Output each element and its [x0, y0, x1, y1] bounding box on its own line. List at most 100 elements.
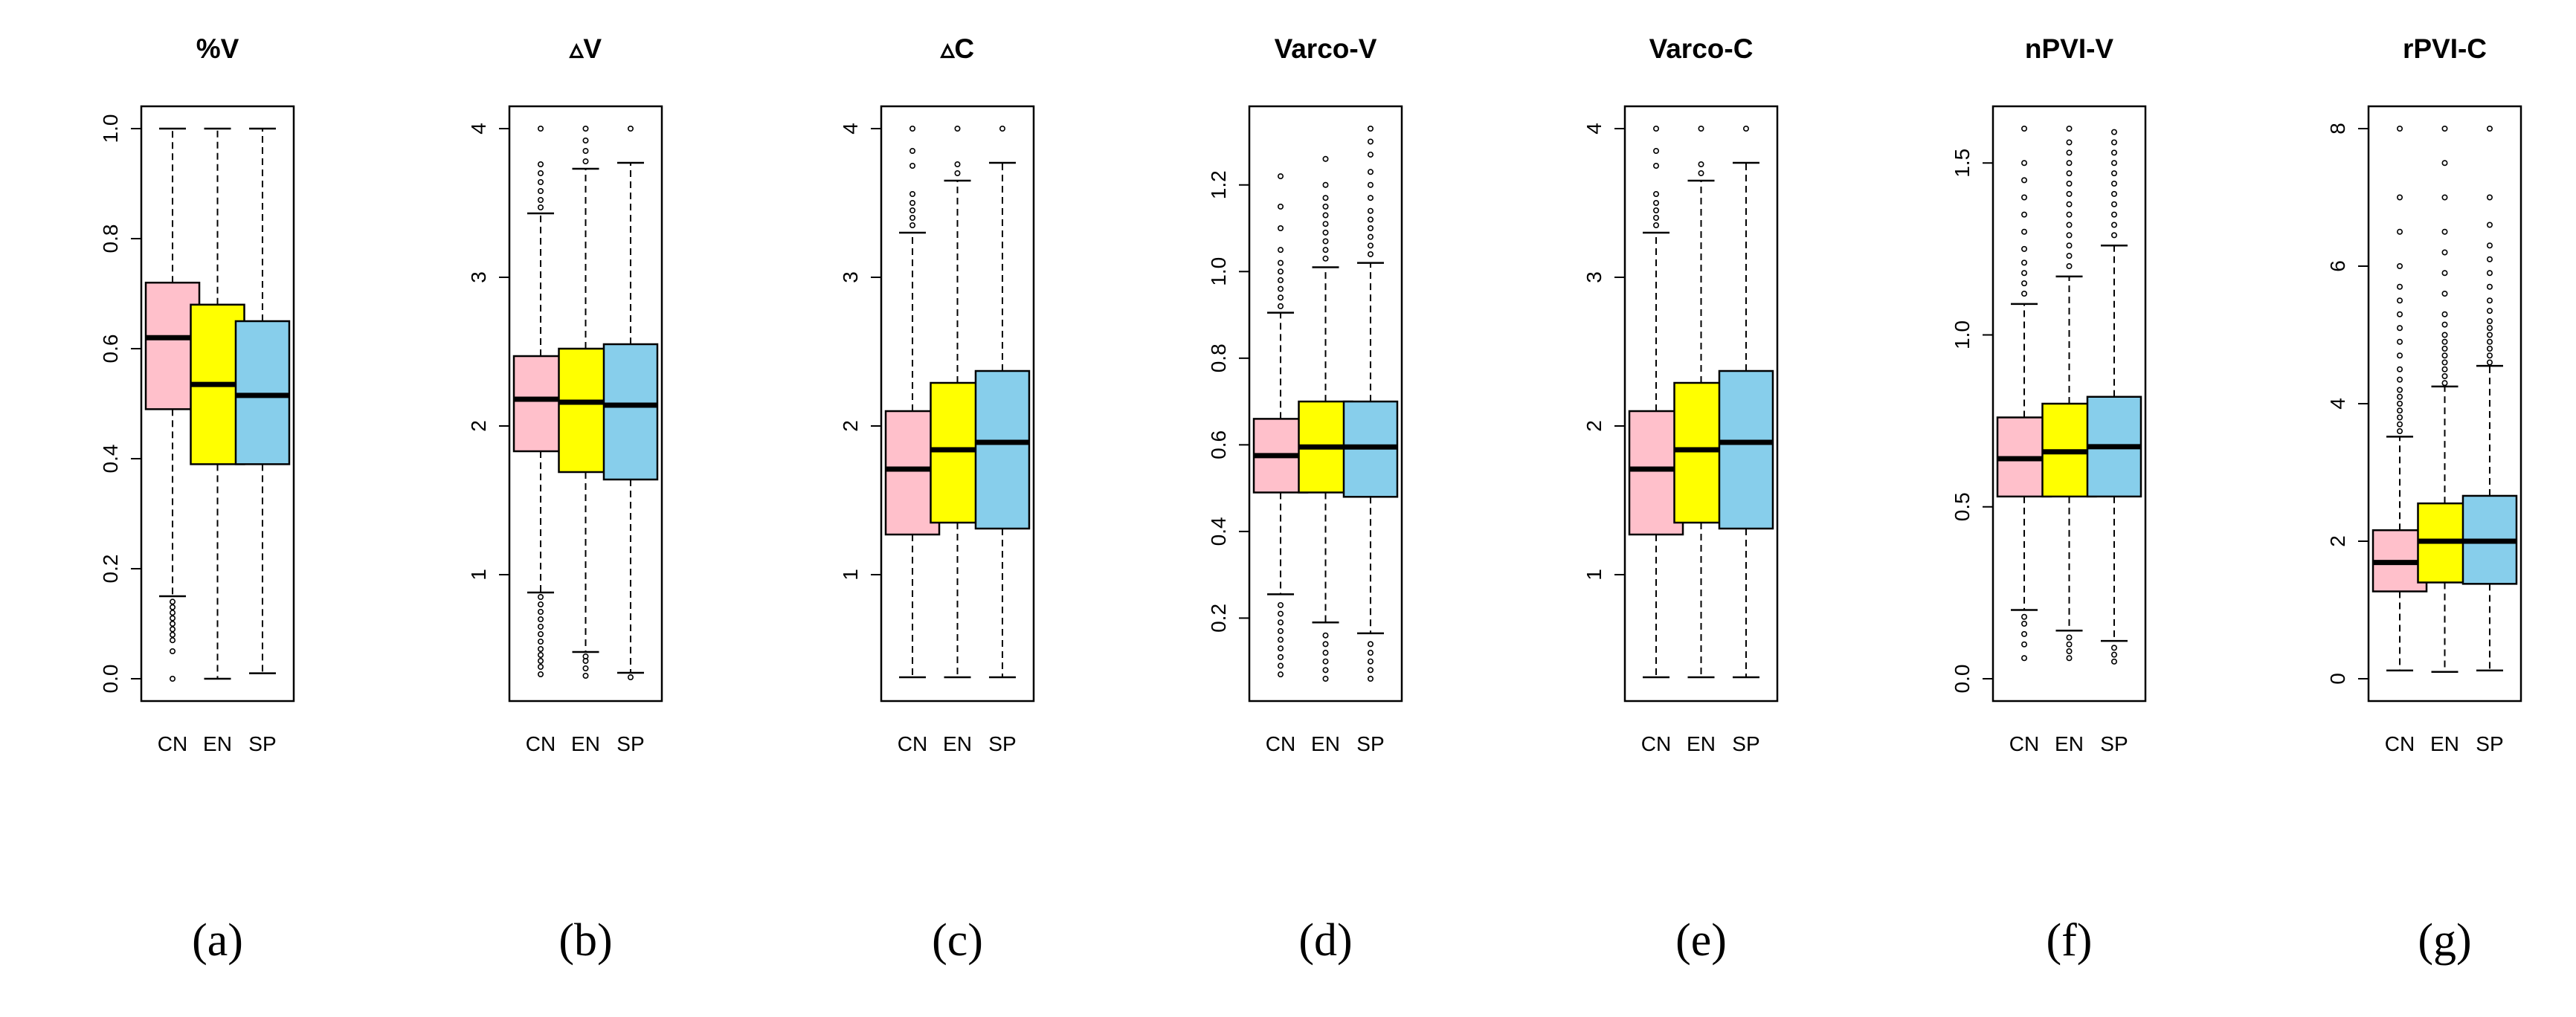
outlier-point — [2397, 325, 2403, 332]
outlier-point — [1367, 195, 1374, 201]
box-en — [2041, 126, 2097, 662]
outlier-point — [1367, 216, 1374, 223]
outlier-point — [2066, 634, 2073, 641]
y-tick-label: 2 — [1582, 420, 1606, 432]
outlier-point — [627, 674, 634, 680]
outlier-point — [2397, 352, 2403, 359]
box-sp — [2461, 126, 2518, 672]
outlier-point — [1653, 148, 1660, 155]
outlier-point — [538, 601, 544, 607]
outlier-point — [2021, 160, 2028, 167]
outlier-point — [2021, 259, 2028, 266]
outlier-point — [909, 148, 916, 155]
panel-caption: (c) — [932, 915, 983, 966]
outlier-point — [1322, 155, 1329, 162]
outlier-point — [1367, 126, 1374, 132]
x-category-label: CN — [1266, 732, 1295, 755]
panel-caption: (d) — [1298, 915, 1352, 966]
y-tick-label: 3 — [839, 271, 862, 283]
outlier-point — [2441, 321, 2448, 328]
outlier-point — [2397, 376, 2403, 383]
outlier-point — [538, 630, 544, 637]
outlier-point — [538, 170, 544, 177]
y-tick-label: 0.6 — [99, 335, 122, 364]
outlier-point — [1322, 212, 1329, 219]
outlier-point — [2110, 160, 2117, 167]
x-category-label: CN — [526, 732, 556, 755]
panel-caption: (e) — [1675, 915, 1727, 966]
outlier-point — [582, 158, 589, 165]
outlier-point — [2021, 270, 2028, 277]
plot-frame — [1248, 105, 1403, 703]
outlier-point — [2066, 655, 2073, 662]
outlier-point — [1278, 645, 1284, 652]
outlier-point — [1278, 619, 1284, 626]
outlier-point — [2066, 170, 2073, 177]
outlier-point — [2021, 280, 2028, 287]
outlier-point — [2021, 620, 2028, 627]
y-tick-label: 1.0 — [1207, 257, 1230, 286]
y-tick-label: 1 — [1582, 569, 1606, 581]
outlier-point — [170, 648, 176, 654]
outlier-point — [1278, 610, 1284, 617]
y-tick-label: 0.4 — [99, 445, 122, 474]
outlier-point — [2486, 352, 2493, 359]
outlier-point — [2486, 242, 2493, 249]
outlier-point — [1278, 285, 1284, 292]
outlier-point — [582, 672, 589, 679]
y-tick-label: 1.2 — [1207, 170, 1230, 199]
outlier-point — [2110, 645, 2117, 651]
plot-frame — [140, 105, 295, 703]
outlier-point — [2486, 325, 2493, 332]
y-tick-label: 4 — [839, 123, 862, 135]
outlier-point — [2110, 211, 2117, 218]
outlier-point — [1322, 181, 1329, 188]
outlier-point — [2066, 232, 2073, 239]
outlier-point — [582, 126, 589, 132]
outlier-point — [2486, 297, 2493, 304]
outlier-point — [2441, 332, 2448, 338]
outlier-point — [1322, 658, 1329, 665]
outlier-point — [1367, 658, 1374, 665]
panel-title: %V — [196, 33, 239, 64]
outlier-point — [1367, 151, 1374, 158]
outlier-point — [2397, 421, 2403, 427]
outlier-point — [1367, 181, 1374, 188]
box-sp — [974, 126, 1031, 679]
outlier-point — [1278, 662, 1284, 669]
outlier-point — [538, 126, 544, 132]
panel-7: rPVI-C 0 2 4 6 8 CN EN SP (g) — [2326, 33, 2522, 966]
outlier-point — [1367, 169, 1374, 175]
outlier-point — [1278, 259, 1284, 266]
outlier-point — [1322, 675, 1329, 682]
y-tick-label: 2 — [2326, 535, 2349, 547]
outlier-point — [538, 161, 544, 168]
outlier-point — [2110, 658, 2117, 665]
panel-caption: (f) — [2047, 915, 2093, 966]
outlier-point — [2486, 317, 2493, 324]
y-tick-label: 0.2 — [99, 555, 122, 584]
x-category-label: SP — [2100, 732, 2128, 755]
outlier-point — [1698, 161, 1704, 168]
outlier-point — [2486, 332, 2493, 338]
outlier-point — [1278, 627, 1284, 634]
x-category-label: EN — [571, 732, 600, 755]
outlier-point — [954, 161, 961, 168]
x-category-label: SP — [1356, 732, 1384, 755]
y-tick-label: 6 — [2326, 260, 2349, 272]
outlier-point — [2066, 253, 2073, 259]
outlier-point — [1653, 126, 1660, 132]
outlier-point — [2397, 400, 2403, 407]
outlier-point — [2397, 393, 2403, 400]
outlier-point — [1367, 251, 1374, 257]
outlier-point — [1367, 667, 1374, 674]
outlier-point — [1367, 242, 1374, 249]
outlier-point — [2441, 352, 2448, 359]
outlier-point — [2021, 228, 2028, 235]
outlier-point — [2397, 414, 2403, 421]
y-tick-label: 0.0 — [99, 665, 122, 694]
outlier-point — [2066, 641, 2073, 648]
x-category-label: SP — [1732, 732, 1759, 755]
outlier-point — [1322, 195, 1329, 201]
outlier-point — [1367, 207, 1374, 214]
